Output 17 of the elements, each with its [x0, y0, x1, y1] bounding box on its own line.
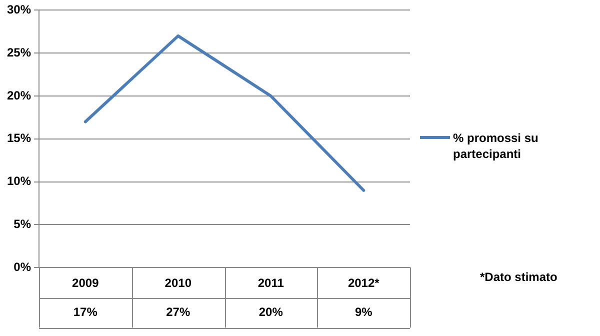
text: 20% — [258, 304, 283, 319]
x-tick-label: 2011 — [258, 276, 284, 290]
text: 9% — [354, 304, 372, 319]
y-tick-label: 20% — [6, 88, 32, 102]
text: 27% — [166, 304, 190, 319]
legend-label: % promossi su partecipanti — [453, 130, 540, 162]
text: *Dato stimato — [480, 270, 558, 284]
y-tick-label: 30% — [6, 2, 32, 17]
x-tick-label: 2012* — [348, 276, 380, 290]
y-tick-label: 10% — [6, 174, 32, 188]
text: 17% — [73, 304, 98, 319]
x-tick-label: 2010 — [164, 276, 192, 290]
x-tick-label: 2009 — [72, 276, 100, 290]
y-tick-label: 5% — [14, 217, 32, 232]
y-tick-label: 0% — [14, 260, 32, 274]
y-tick-label: 25% — [6, 45, 32, 60]
y-tick-label: 15% — [6, 131, 32, 146]
